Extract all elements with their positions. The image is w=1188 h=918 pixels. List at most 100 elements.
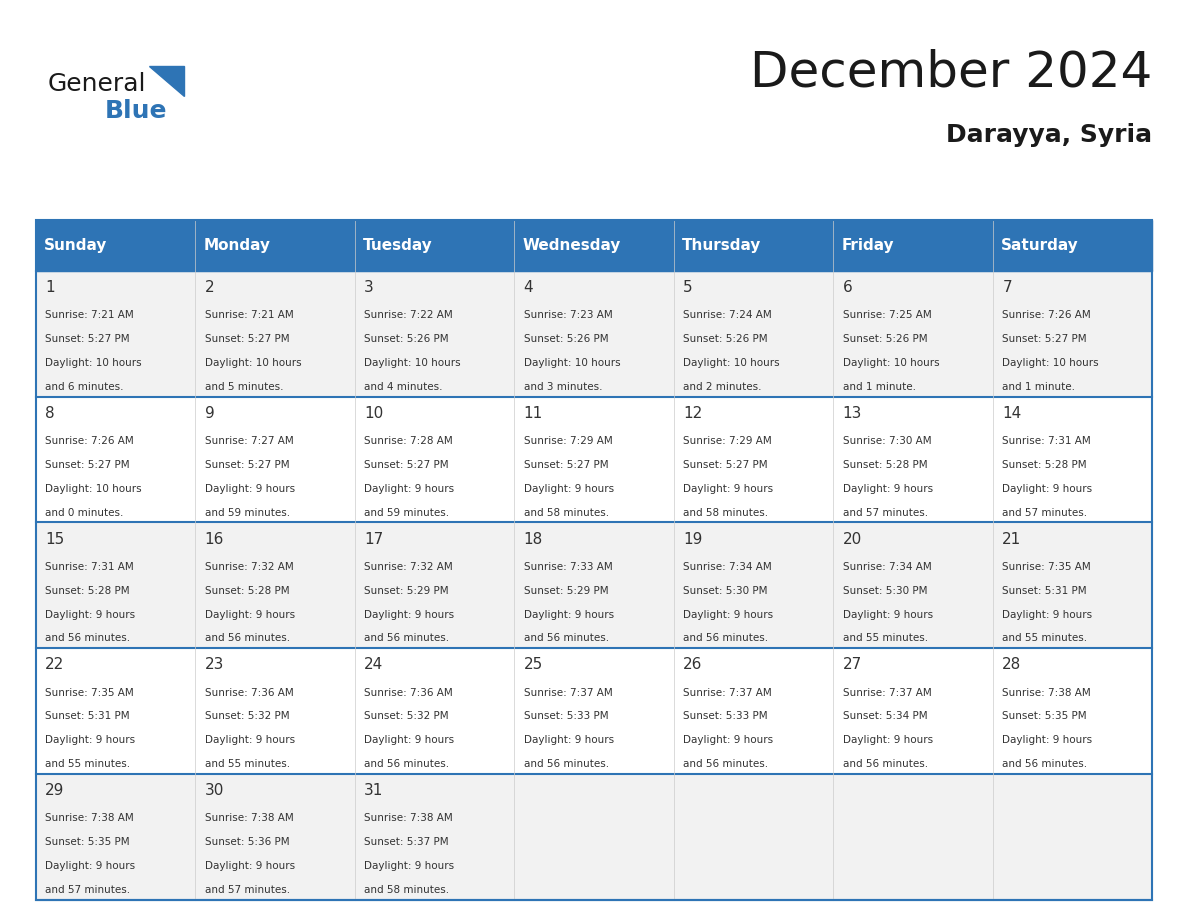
Text: Daylight: 9 hours: Daylight: 9 hours: [842, 484, 933, 494]
Text: and 3 minutes.: and 3 minutes.: [524, 382, 602, 392]
Bar: [514, 648, 674, 774]
Text: Daylight: 10 hours: Daylight: 10 hours: [45, 358, 141, 368]
Polygon shape: [148, 66, 184, 96]
Text: Daylight: 9 hours: Daylight: 9 hours: [365, 735, 454, 745]
Text: Sunset: 5:26 PM: Sunset: 5:26 PM: [365, 334, 449, 344]
Text: Sunset: 5:33 PM: Sunset: 5:33 PM: [683, 711, 767, 722]
Text: and 56 minutes.: and 56 minutes.: [683, 759, 769, 769]
Bar: [674, 648, 833, 774]
Text: Sunrise: 7:26 AM: Sunrise: 7:26 AM: [45, 436, 134, 446]
Text: Sunrise: 7:33 AM: Sunrise: 7:33 AM: [524, 562, 613, 572]
Text: Daylight: 9 hours: Daylight: 9 hours: [842, 610, 933, 620]
Text: Sunset: 5:34 PM: Sunset: 5:34 PM: [842, 711, 928, 722]
Text: Sunset: 5:32 PM: Sunset: 5:32 PM: [204, 711, 290, 722]
Bar: [514, 397, 674, 522]
Text: 29: 29: [45, 783, 64, 798]
Text: Sunday: Sunday: [44, 238, 107, 253]
Text: and 55 minutes.: and 55 minutes.: [204, 759, 290, 769]
Bar: [195, 220, 355, 271]
Text: Sunset: 5:27 PM: Sunset: 5:27 PM: [524, 460, 608, 470]
Text: Daylight: 9 hours: Daylight: 9 hours: [1003, 610, 1093, 620]
Text: 17: 17: [365, 532, 384, 546]
Text: Daylight: 9 hours: Daylight: 9 hours: [524, 735, 614, 745]
Text: December 2024: December 2024: [750, 49, 1152, 96]
Text: Sunset: 5:36 PM: Sunset: 5:36 PM: [204, 837, 290, 847]
Text: Daylight: 9 hours: Daylight: 9 hours: [45, 861, 135, 871]
Text: 3: 3: [365, 280, 374, 295]
Text: 26: 26: [683, 657, 702, 672]
Text: Sunrise: 7:38 AM: Sunrise: 7:38 AM: [45, 813, 134, 823]
Text: 2: 2: [204, 280, 214, 295]
Text: Daylight: 10 hours: Daylight: 10 hours: [45, 484, 141, 494]
Text: and 55 minutes.: and 55 minutes.: [842, 633, 928, 644]
Text: Daylight: 9 hours: Daylight: 9 hours: [524, 484, 614, 494]
Text: and 56 minutes.: and 56 minutes.: [842, 759, 928, 769]
Text: Sunset: 5:30 PM: Sunset: 5:30 PM: [842, 586, 928, 596]
Text: Daylight: 9 hours: Daylight: 9 hours: [683, 610, 773, 620]
Text: Sunrise: 7:37 AM: Sunrise: 7:37 AM: [842, 688, 931, 698]
Text: Daylight: 10 hours: Daylight: 10 hours: [842, 358, 940, 368]
Text: Blue: Blue: [105, 99, 168, 123]
Text: and 56 minutes.: and 56 minutes.: [524, 633, 609, 644]
Text: 9: 9: [204, 406, 214, 420]
Text: 15: 15: [45, 532, 64, 546]
Text: Daylight: 9 hours: Daylight: 9 hours: [45, 735, 135, 745]
Text: 25: 25: [524, 657, 543, 672]
Text: Daylight: 9 hours: Daylight: 9 hours: [1003, 735, 1093, 745]
Bar: [195, 774, 355, 900]
Text: and 55 minutes.: and 55 minutes.: [45, 759, 131, 769]
Text: Sunset: 5:28 PM: Sunset: 5:28 PM: [1003, 460, 1087, 470]
Text: and 56 minutes.: and 56 minutes.: [365, 633, 449, 644]
Text: Sunset: 5:28 PM: Sunset: 5:28 PM: [204, 586, 290, 596]
Text: Sunrise: 7:30 AM: Sunrise: 7:30 AM: [842, 436, 931, 446]
Bar: [674, 220, 833, 271]
Bar: [36, 648, 195, 774]
Text: and 58 minutes.: and 58 minutes.: [683, 508, 769, 518]
Text: and 56 minutes.: and 56 minutes.: [204, 633, 290, 644]
Bar: [355, 271, 514, 397]
Text: Darayya, Syria: Darayya, Syria: [946, 123, 1152, 147]
Text: Wednesday: Wednesday: [523, 238, 621, 253]
Text: and 57 minutes.: and 57 minutes.: [842, 508, 928, 518]
Text: Daylight: 9 hours: Daylight: 9 hours: [45, 610, 135, 620]
Text: Daylight: 9 hours: Daylight: 9 hours: [683, 484, 773, 494]
Text: Sunset: 5:32 PM: Sunset: 5:32 PM: [365, 711, 449, 722]
Text: 27: 27: [842, 657, 862, 672]
Text: 18: 18: [524, 532, 543, 546]
Text: Sunrise: 7:37 AM: Sunrise: 7:37 AM: [683, 688, 772, 698]
Text: Sunrise: 7:27 AM: Sunrise: 7:27 AM: [204, 436, 293, 446]
Text: 12: 12: [683, 406, 702, 420]
Text: Daylight: 9 hours: Daylight: 9 hours: [204, 861, 295, 871]
Bar: [993, 271, 1152, 397]
Text: 1: 1: [45, 280, 55, 295]
Text: Sunset: 5:35 PM: Sunset: 5:35 PM: [45, 837, 129, 847]
Text: Sunrise: 7:35 AM: Sunrise: 7:35 AM: [1003, 562, 1091, 572]
Text: Daylight: 9 hours: Daylight: 9 hours: [1003, 484, 1093, 494]
Text: and 0 minutes.: and 0 minutes.: [45, 508, 124, 518]
Text: 10: 10: [365, 406, 384, 420]
Bar: [36, 397, 195, 522]
Text: and 5 minutes.: and 5 minutes.: [204, 382, 283, 392]
Bar: [674, 271, 833, 397]
Bar: [674, 397, 833, 522]
Bar: [993, 522, 1152, 648]
Text: Sunset: 5:37 PM: Sunset: 5:37 PM: [365, 837, 449, 847]
Text: Sunrise: 7:32 AM: Sunrise: 7:32 AM: [365, 562, 453, 572]
Text: Daylight: 9 hours: Daylight: 9 hours: [365, 861, 454, 871]
Text: Daylight: 10 hours: Daylight: 10 hours: [204, 358, 302, 368]
Bar: [833, 220, 993, 271]
Text: and 59 minutes.: and 59 minutes.: [204, 508, 290, 518]
Text: Sunset: 5:29 PM: Sunset: 5:29 PM: [365, 586, 449, 596]
Text: and 55 minutes.: and 55 minutes.: [1003, 633, 1087, 644]
Text: Sunset: 5:27 PM: Sunset: 5:27 PM: [683, 460, 767, 470]
Text: Sunset: 5:28 PM: Sunset: 5:28 PM: [45, 586, 129, 596]
Text: 28: 28: [1003, 657, 1022, 672]
Text: Daylight: 9 hours: Daylight: 9 hours: [204, 735, 295, 745]
Bar: [514, 522, 674, 648]
Bar: [993, 774, 1152, 900]
Text: Sunset: 5:26 PM: Sunset: 5:26 PM: [683, 334, 767, 344]
Text: Sunrise: 7:35 AM: Sunrise: 7:35 AM: [45, 688, 134, 698]
Text: Sunrise: 7:24 AM: Sunrise: 7:24 AM: [683, 310, 772, 320]
Text: Sunset: 5:27 PM: Sunset: 5:27 PM: [365, 460, 449, 470]
Text: 20: 20: [842, 532, 862, 546]
